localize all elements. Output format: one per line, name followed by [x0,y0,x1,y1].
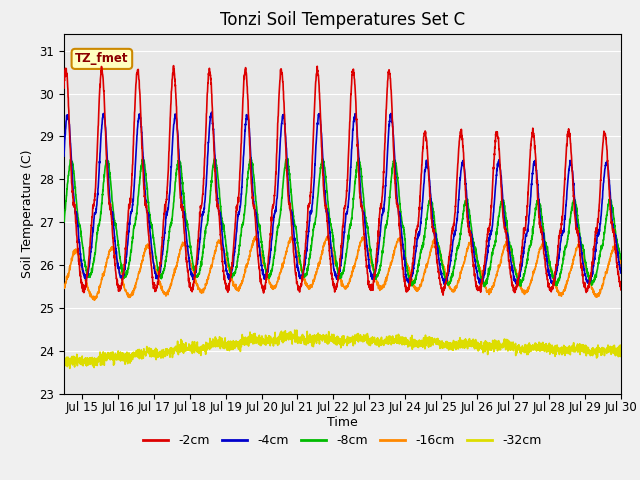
Text: TZ_fmet: TZ_fmet [75,52,129,65]
Legend: -2cm, -4cm, -8cm, -16cm, -32cm: -2cm, -4cm, -8cm, -16cm, -32cm [138,429,547,452]
Y-axis label: Soil Temperature (C): Soil Temperature (C) [20,149,34,278]
Title: Tonzi Soil Temperatures Set C: Tonzi Soil Temperatures Set C [220,11,465,29]
X-axis label: Time: Time [327,416,358,429]
